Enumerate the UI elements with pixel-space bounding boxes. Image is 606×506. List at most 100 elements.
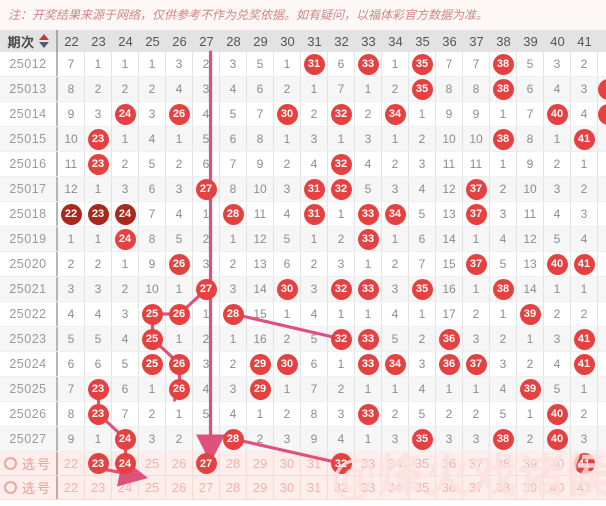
selection-number-cell[interactable]: 39 [517,452,544,475]
number-cell: 3 [490,352,517,376]
selected-ball[interactable]: 27 [195,453,217,474]
number-cell: 5 [274,227,301,251]
number-cell: 2 [220,352,247,376]
selection-number-cell[interactable]: 28 [220,476,247,499]
number-cell: 26 [166,252,193,276]
drawn-ball: 32 [330,328,352,350]
selection-number-cell[interactable]: 30 [274,452,301,475]
sort-asc-icon[interactable] [38,34,49,40]
selection-number-cell[interactable]: 37 [463,452,490,475]
selection-number-cell[interactable]: 41 [571,452,598,475]
number-cell: 2 [85,77,112,101]
number-cell: 4 [85,302,112,326]
drawn-ball: 38 [492,78,514,100]
selection-number-cell[interactable]: 38 [490,452,517,475]
drawn-ball: 23 [87,128,109,150]
table-row: 25017 12 1 3 6 3 27 8 10 3 31 32 5 3 4 12 37 2 10 3 2 [0,177,606,202]
selection-number-cell[interactable]: 22 [58,476,85,499]
selection-label: 选号 [21,457,52,472]
drawn-ball: 26 [168,378,190,400]
selection-number-cell[interactable]: 31 [301,476,328,499]
selection-number-cell[interactable]: 31 [301,452,328,475]
number-cell: 3 [220,52,247,76]
selection-number-cell[interactable]: 27 [193,452,220,475]
column-header: 41 [577,33,592,49]
number-cell: 1 [274,127,301,151]
selection-number-cell[interactable]: 23 [85,476,112,499]
number-cell: 3 [571,427,598,451]
column-header: 34 [388,33,403,49]
number-cell: 28 [220,202,247,226]
selection-number-cell[interactable]: 26 [166,452,193,475]
number-cell: 12 [58,177,85,201]
drawn-ball: 26 [168,253,190,275]
selection-number-cell[interactable]: 38 [490,476,517,499]
drawn-ball: 31 [303,53,325,75]
sort-desc-icon[interactable] [38,42,49,48]
table-header-row: 期次 22 23 24 25 26 27 28 29 30 31 32 33 34 35 36 37 38 39 40… [0,30,606,52]
selection-number-cell[interactable]: 32 [328,452,355,475]
selection-number-cell[interactable]: 36 [436,476,463,499]
selection-number-cell[interactable]: 29 [247,452,274,475]
drawn-ball: 27 [195,178,217,200]
selection-circle-icon[interactable] [3,481,17,494]
sort-control[interactable] [38,34,49,48]
number-cell: 7 [112,402,139,426]
number-cell: 1 [220,327,247,351]
selected-ball[interactable]: 24 [114,453,136,474]
selection-number-cell[interactable]: 36 [436,452,463,475]
selection-number-cell[interactable]: 35 [409,476,436,499]
number-cell: 1 [382,127,409,151]
number-cell: 32 [328,327,355,351]
selection-number-cell[interactable]: 29 [247,476,274,499]
selection-number-cell[interactable]: 37 [463,476,490,499]
selected-ball[interactable]: 23 [87,453,109,474]
number-cell: 30 [274,352,301,376]
number-cell: 11 [58,152,85,176]
number-cell: 32 [328,102,355,126]
number-cell: 29 [247,352,274,376]
number-cell: 5 [355,177,382,201]
selection-number-cell[interactable]: 34 [382,452,409,475]
selection-number-cell[interactable]: 40 [544,476,571,499]
selection-number-cell[interactable]: 33 [355,452,382,475]
selection-number-cell[interactable]: 39 [517,476,544,499]
number-cell: 41 [571,127,598,151]
selection-circle-icon[interactable] [3,457,17,470]
number-cell: 2 [58,252,85,276]
number-cell: 2 [112,152,139,176]
number-cell: 36 [436,327,463,351]
drawn-ball: 40 [546,103,568,125]
table-row: 25016 11 23 2 5 2 6 7 9 2 4 32 4 2 3 11 11 1 9 2 1 [0,152,606,177]
selection-number-cell[interactable]: 40 [544,452,571,475]
period-cell: 25022 [0,302,58,326]
drawn-ball: 32 [330,153,352,175]
selection-number-cell[interactable]: 35 [409,452,436,475]
period-cell: 25023 [0,327,58,351]
drawn-ball: 23 [87,203,109,225]
number-cell: 1 [58,227,85,251]
number-cell: 2 [274,152,301,176]
selection-number-cell[interactable]: 24 [112,476,139,499]
number-cell: 5 [247,52,274,76]
period-cell: 25012 [0,52,58,76]
number-cell: 9 [463,102,490,126]
selection-number-cell[interactable]: 25 [139,476,166,499]
selection-number-cell[interactable]: 22 [58,452,85,475]
number-cell: 22 [58,202,85,226]
selection-number-cell[interactable]: 23 [85,452,112,475]
selection-number-cell[interactable]: 32 [328,476,355,499]
selected-ball[interactable]: 32 [330,453,352,474]
selected-ball[interactable]: 41 [573,453,595,474]
selection-number-cell[interactable]: 41 [571,476,598,499]
selection-number-cell[interactable]: 30 [274,476,301,499]
selection-number-cell[interactable]: 27 [193,476,220,499]
selection-number-cell[interactable]: 34 [382,476,409,499]
selection-number-cell[interactable]: 26 [166,476,193,499]
period-sort-header[interactable]: 期次 [0,30,58,52]
selection-number-cell[interactable]: 28 [220,452,247,475]
number-cell: 4 [544,202,571,226]
selection-number-cell[interactable]: 33 [355,476,382,499]
selection-number-cell[interactable]: 25 [139,452,166,475]
selection-number-cell[interactable]: 24 [112,452,139,475]
